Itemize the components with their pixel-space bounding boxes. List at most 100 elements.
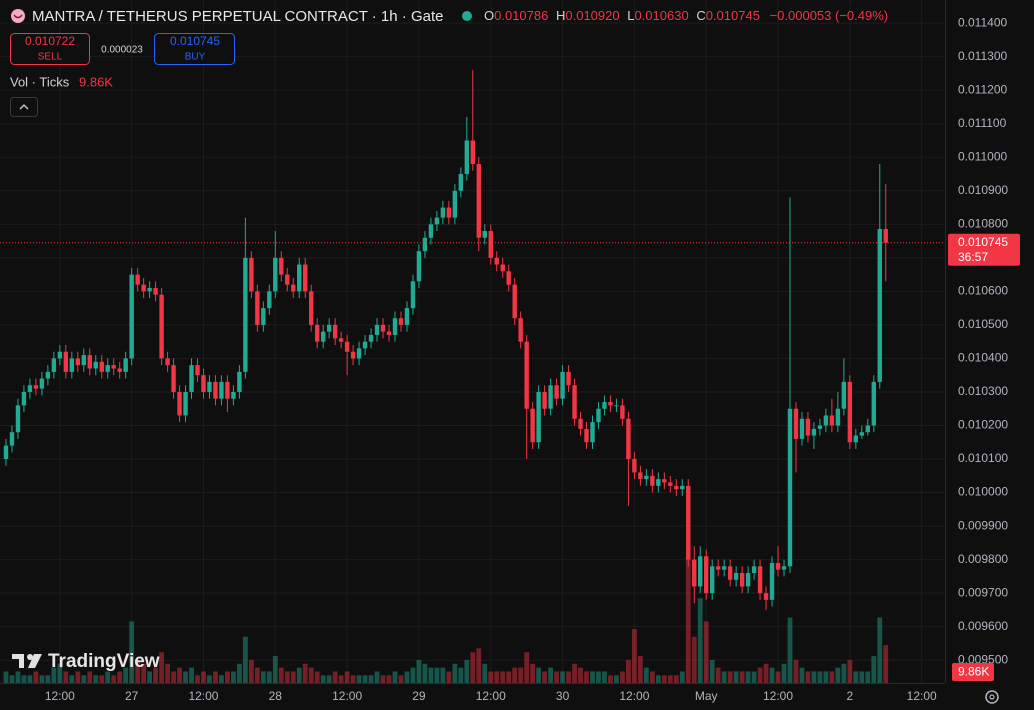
volume-bar xyxy=(410,667,416,683)
volume-bar xyxy=(195,675,200,683)
candle-body xyxy=(171,365,176,392)
volume-bar xyxy=(63,671,69,683)
volume-bar xyxy=(865,671,871,683)
candle-body xyxy=(267,291,272,309)
volume-bar xyxy=(117,671,123,683)
candle-body xyxy=(602,402,607,409)
candle-body xyxy=(871,381,876,426)
candle-body xyxy=(458,174,464,191)
volume-bar xyxy=(488,671,494,683)
y-tick-label: 0.009600 xyxy=(958,619,1008,633)
volume-bar xyxy=(189,667,194,683)
volume-title: Vol · Ticks xyxy=(10,74,70,89)
settings-button[interactable] xyxy=(985,690,999,704)
volume-bar xyxy=(3,671,9,683)
candle-body xyxy=(662,479,667,483)
candle-body xyxy=(608,402,613,406)
volume-bar xyxy=(290,671,296,683)
volume-bar xyxy=(560,671,565,683)
candle-body xyxy=(853,435,859,443)
volume-bar xyxy=(398,675,404,683)
volume-bar xyxy=(781,663,787,683)
volume-bar xyxy=(679,671,685,683)
volume-bar xyxy=(470,652,476,683)
volume-bar xyxy=(165,663,170,683)
price-tag-countdown: 36:57 xyxy=(958,250,988,264)
candle-body xyxy=(638,472,643,480)
candle-body xyxy=(847,381,853,443)
volume-bar xyxy=(159,652,164,683)
volume-bar xyxy=(739,671,745,683)
volume-bar xyxy=(135,659,141,683)
candle-body xyxy=(27,385,33,392)
volume-bar xyxy=(21,675,27,683)
y-tick-label: 0.010000 xyxy=(958,485,1008,499)
buy-box[interactable] xyxy=(154,33,235,65)
volume-bar xyxy=(859,671,865,683)
buy-label[interactable]: BUY xyxy=(185,52,206,63)
candle-body xyxy=(704,556,709,594)
legend-change: −0.000053 (−0.49%) xyxy=(770,8,889,23)
candle-body xyxy=(410,281,416,309)
candle-body xyxy=(787,408,793,567)
sell-price[interactable]: 0.010722 xyxy=(25,34,75,48)
volume-bar xyxy=(87,671,93,683)
candle-body xyxy=(177,391,182,416)
volume-bar xyxy=(631,629,637,683)
sell-label[interactable]: SELL xyxy=(38,52,63,63)
candle-body xyxy=(368,334,374,342)
volume-bar xyxy=(248,659,254,683)
gear-icon[interactable] xyxy=(985,690,999,704)
buy-button[interactable]: 0.010745 BUY xyxy=(154,33,235,65)
volume-bar xyxy=(440,667,446,683)
candle-body xyxy=(380,324,386,332)
candle-body xyxy=(859,432,865,436)
buy-price[interactable]: 0.010745 xyxy=(170,34,220,48)
volume-bar xyxy=(614,675,619,683)
candle-body xyxy=(877,229,882,382)
volume-bar xyxy=(584,671,589,683)
candle-body xyxy=(542,391,547,409)
volume-bar xyxy=(33,671,39,683)
candle-body xyxy=(554,385,559,399)
candle-body xyxy=(434,217,440,225)
candle-body xyxy=(195,365,200,376)
volume-bar xyxy=(260,671,266,683)
volume-bar xyxy=(566,671,571,683)
gear-icon[interactable] xyxy=(989,694,995,700)
candle-body xyxy=(721,566,727,570)
volume-bar xyxy=(171,671,176,683)
candle-body xyxy=(488,231,493,258)
sell-button[interactable]: 0.010722 SELL xyxy=(10,33,90,65)
candle-body xyxy=(344,341,350,352)
y-tick-label: 0.009700 xyxy=(958,585,1008,599)
volume-bar xyxy=(416,659,422,683)
candle-body xyxy=(596,408,601,423)
candle-body xyxy=(398,318,404,325)
candle-body xyxy=(309,291,314,325)
volume-bar xyxy=(799,667,805,683)
collapse-button[interactable] xyxy=(10,97,38,117)
volume-bar xyxy=(278,667,284,683)
volume-bar xyxy=(536,667,542,683)
collapse-box[interactable] xyxy=(10,97,38,117)
candle-body xyxy=(350,351,356,359)
candle-body xyxy=(656,479,661,486)
volume-bar xyxy=(703,621,709,683)
volume-bar xyxy=(643,667,649,683)
candle-body xyxy=(494,257,499,265)
candle-body xyxy=(512,284,517,319)
volume-bar xyxy=(326,675,332,683)
volume-bar xyxy=(452,663,458,683)
candle-body xyxy=(727,566,733,580)
sell-box[interactable] xyxy=(10,33,90,65)
collapse-icon[interactable] xyxy=(19,104,29,110)
candle-body xyxy=(57,351,63,359)
candle-body xyxy=(326,324,332,332)
volume-bar xyxy=(129,621,135,683)
volume-bars xyxy=(3,555,889,683)
candle-body xyxy=(213,381,218,399)
volume-bar xyxy=(500,671,506,683)
y-tick-label: 0.010400 xyxy=(958,351,1008,365)
candle-body xyxy=(374,324,380,335)
